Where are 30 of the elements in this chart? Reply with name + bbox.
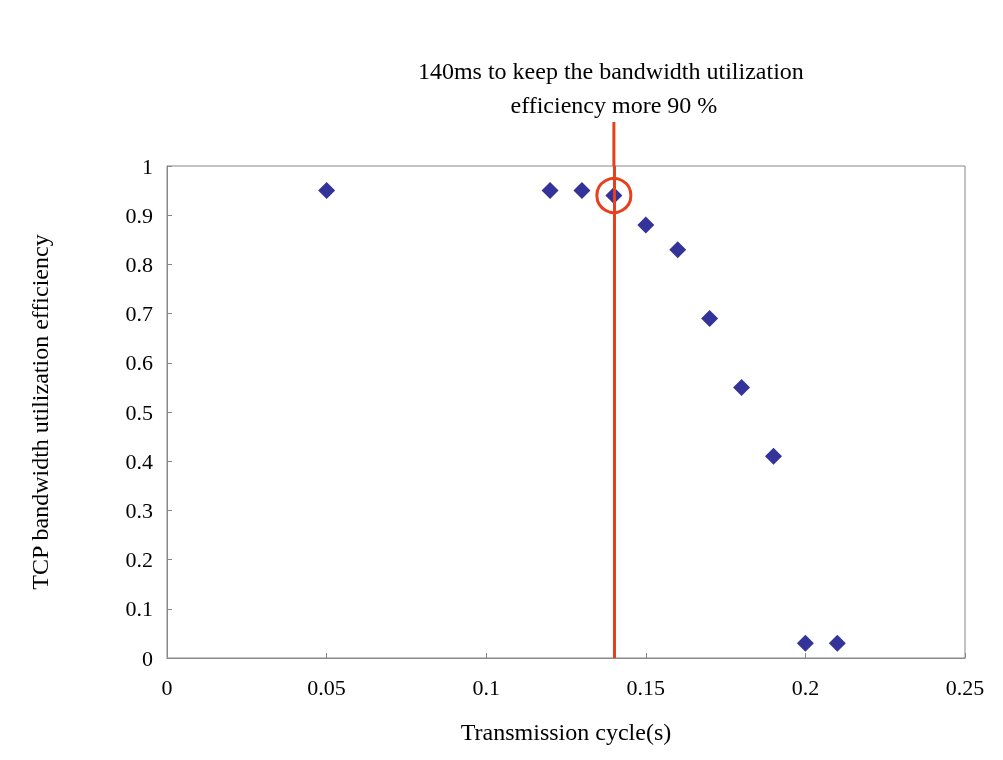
- point: [637, 216, 655, 234]
- point: [669, 241, 687, 259]
- x-tick-label: 0: [161, 674, 173, 700]
- y-axis-title: TCP bandwidth utilization efficiency: [27, 234, 53, 590]
- y-tick-label: 0.4: [125, 448, 153, 474]
- point: [701, 310, 719, 328]
- point: [733, 378, 751, 396]
- y-tick-label: 0.6: [125, 350, 153, 376]
- y-tick-label: 0.2: [125, 547, 153, 573]
- x-axis-title: Transmission cycle(s): [460, 719, 672, 745]
- point: [796, 634, 814, 652]
- x-tick-label: 0.1: [472, 674, 500, 700]
- y-tick-label: 0: [142, 645, 153, 671]
- x-tick-label: 0.05: [307, 674, 346, 700]
- point: [828, 634, 846, 652]
- y-tick-label: 0.1: [125, 596, 153, 622]
- ref-line-label: 140ms to keep the bandwidth utilization efficiency more 90 %: [417, 58, 810, 118]
- y-tick-label: 1: [142, 153, 153, 179]
- point: [573, 182, 591, 200]
- point: [318, 182, 336, 200]
- y-tick-label: 0.3: [125, 497, 153, 523]
- x-tick-label: 0.25: [945, 674, 985, 700]
- y-tick-label: 0.5: [125, 399, 153, 425]
- y-tick-label: 0.9: [125, 202, 153, 228]
- x-tick-label: 0.2: [791, 674, 820, 700]
- x-tick-label: 0.15: [626, 674, 666, 700]
- point: [764, 447, 782, 465]
- y-tick-label: 0.7: [125, 301, 153, 327]
- point: [541, 182, 559, 200]
- y-tick-label: 0.8: [125, 251, 153, 277]
